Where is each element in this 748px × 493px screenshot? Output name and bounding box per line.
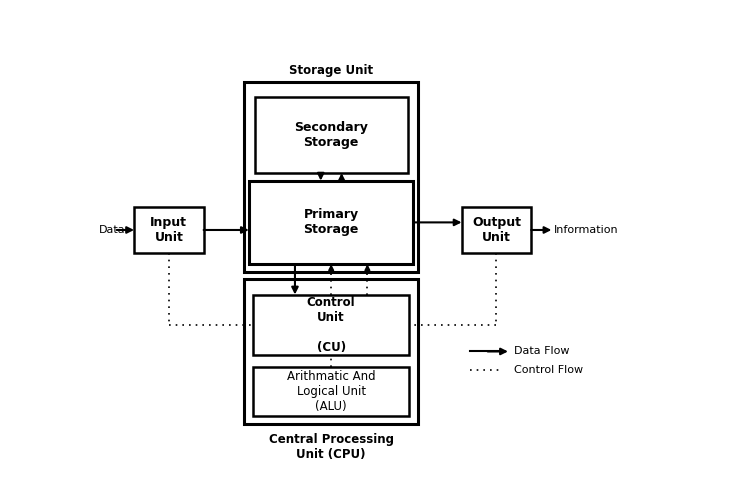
FancyBboxPatch shape — [253, 367, 409, 416]
Text: Information: Information — [554, 225, 619, 235]
Text: Input
Unit: Input Unit — [150, 216, 187, 244]
FancyBboxPatch shape — [244, 82, 418, 272]
Text: Storage Unit: Storage Unit — [289, 65, 373, 77]
FancyBboxPatch shape — [244, 280, 418, 423]
FancyBboxPatch shape — [254, 97, 408, 173]
Text: Central Processing
Unit (CPU): Central Processing Unit (CPU) — [269, 433, 393, 461]
Text: Control Flow: Control Flow — [514, 365, 583, 376]
Text: Output
Unit: Output Unit — [472, 216, 521, 244]
Text: Data: Data — [99, 225, 126, 235]
Text: Arithmatic And
Logical Unit
(ALU): Arithmatic And Logical Unit (ALU) — [287, 370, 375, 413]
Text: Control
Unit

(CU): Control Unit (CU) — [307, 296, 355, 354]
FancyBboxPatch shape — [253, 294, 409, 355]
FancyBboxPatch shape — [134, 207, 203, 253]
Text: Data Flow: Data Flow — [514, 347, 569, 356]
Text: Secondary
Storage: Secondary Storage — [294, 121, 368, 149]
Text: Primary
Storage: Primary Storage — [304, 209, 359, 236]
FancyBboxPatch shape — [249, 180, 414, 264]
FancyBboxPatch shape — [462, 207, 531, 253]
